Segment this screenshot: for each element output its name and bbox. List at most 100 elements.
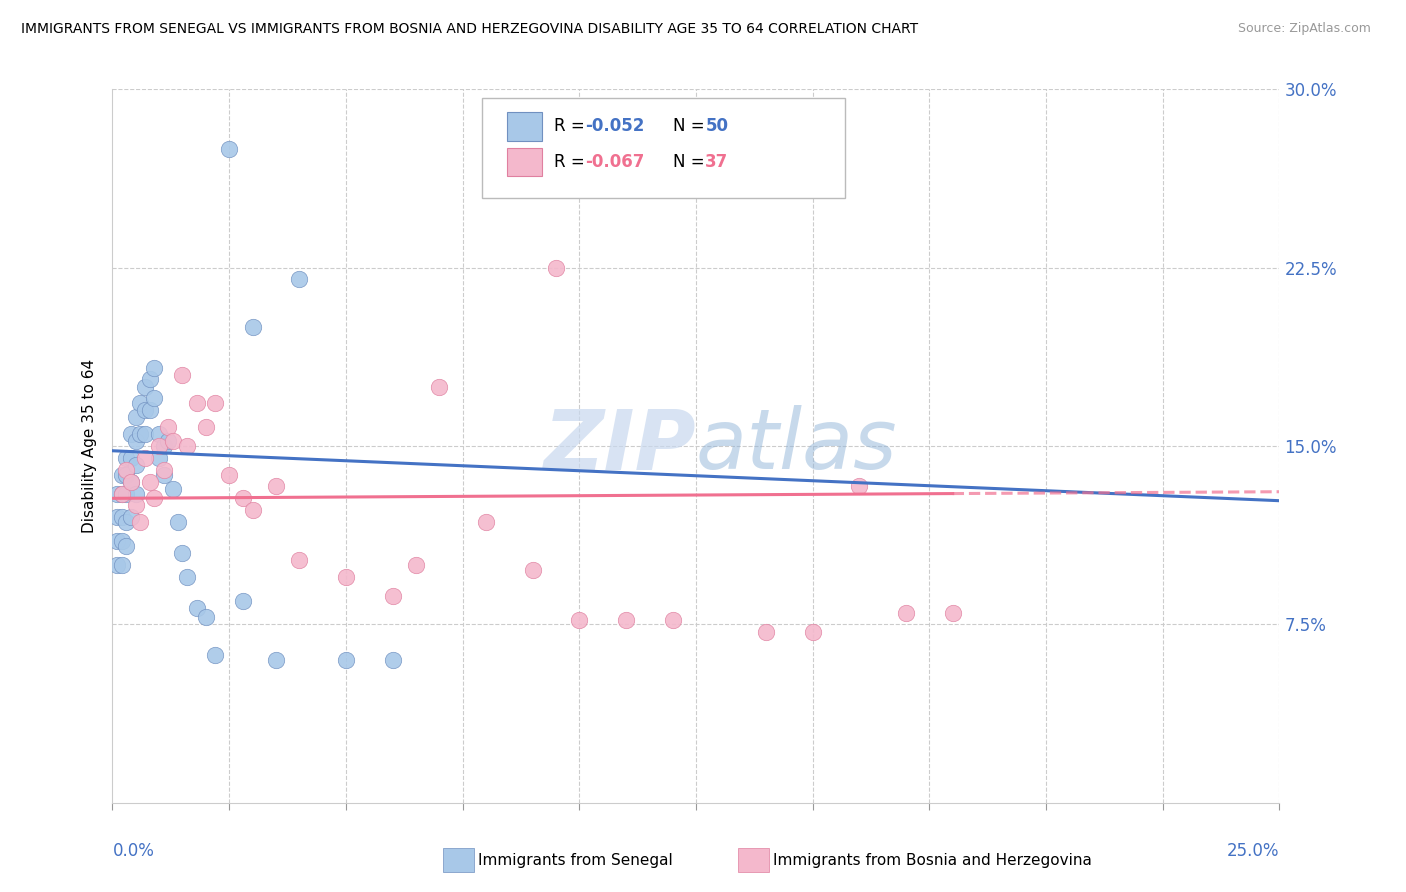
Text: 50: 50 — [706, 118, 728, 136]
Text: Source: ZipAtlas.com: Source: ZipAtlas.com — [1237, 22, 1371, 36]
Text: 0.0%: 0.0% — [112, 842, 155, 860]
FancyBboxPatch shape — [508, 112, 541, 141]
Point — [264, 653, 287, 667]
Point — [115, 467, 138, 482]
Point — [115, 486, 138, 500]
Point — [120, 510, 142, 524]
Point — [139, 475, 162, 489]
Text: N =: N = — [672, 118, 710, 136]
Point — [157, 434, 180, 449]
Point — [568, 613, 591, 627]
Point — [105, 510, 128, 524]
Point — [125, 458, 148, 472]
Text: R =: R = — [554, 153, 589, 171]
Point — [134, 379, 156, 393]
Point — [755, 624, 778, 639]
Point — [157, 420, 180, 434]
FancyBboxPatch shape — [508, 148, 541, 177]
Point — [335, 653, 357, 667]
Point — [381, 653, 404, 667]
Text: Immigrants from Senegal: Immigrants from Senegal — [478, 854, 673, 868]
Point — [894, 606, 917, 620]
Point — [162, 482, 184, 496]
Point — [848, 479, 870, 493]
Point — [162, 434, 184, 449]
Point — [153, 463, 176, 477]
Point — [120, 475, 142, 489]
Point — [125, 434, 148, 449]
Point — [139, 372, 162, 386]
Point — [172, 546, 194, 560]
Point — [111, 558, 134, 572]
Point — [120, 427, 142, 442]
Point — [801, 624, 824, 639]
Point — [942, 606, 965, 620]
Point — [134, 450, 156, 465]
Point — [148, 450, 170, 465]
Point — [405, 558, 427, 572]
Point — [194, 610, 217, 624]
Point — [204, 396, 226, 410]
Point — [115, 450, 138, 465]
Point — [148, 427, 170, 442]
Point — [427, 379, 450, 393]
FancyBboxPatch shape — [482, 98, 845, 198]
Point — [111, 534, 134, 549]
Point — [218, 142, 240, 156]
Point — [335, 570, 357, 584]
Point — [153, 467, 176, 482]
Point — [139, 403, 162, 417]
Text: -0.052: -0.052 — [585, 118, 644, 136]
Text: atlas: atlas — [696, 406, 897, 486]
Point — [120, 450, 142, 465]
Point — [134, 427, 156, 442]
Point — [111, 467, 134, 482]
Point — [186, 396, 208, 410]
Point — [111, 510, 134, 524]
Point — [115, 539, 138, 553]
Point — [120, 475, 142, 489]
Point — [105, 558, 128, 572]
Point — [204, 648, 226, 663]
Point — [522, 563, 544, 577]
Point — [288, 553, 311, 567]
Point — [111, 486, 134, 500]
Point — [544, 260, 567, 275]
Text: 37: 37 — [706, 153, 728, 171]
Point — [148, 439, 170, 453]
Point — [143, 392, 166, 406]
Point — [172, 368, 194, 382]
Point — [232, 491, 254, 506]
Text: Immigrants from Bosnia and Herzegovina: Immigrants from Bosnia and Herzegovina — [773, 854, 1092, 868]
Point — [105, 486, 128, 500]
Point — [232, 593, 254, 607]
Point — [129, 396, 152, 410]
Point — [614, 613, 637, 627]
Point — [153, 439, 176, 453]
Text: R =: R = — [554, 118, 589, 136]
Point — [166, 515, 188, 529]
Point — [475, 515, 498, 529]
Text: N =: N = — [672, 153, 710, 171]
Point — [115, 463, 138, 477]
Point — [111, 486, 134, 500]
Point — [125, 486, 148, 500]
Point — [129, 427, 152, 442]
Text: IMMIGRANTS FROM SENEGAL VS IMMIGRANTS FROM BOSNIA AND HERZEGOVINA DISABILITY AGE: IMMIGRANTS FROM SENEGAL VS IMMIGRANTS FR… — [21, 22, 918, 37]
Point — [129, 515, 152, 529]
Text: 25.0%: 25.0% — [1227, 842, 1279, 860]
Point — [186, 600, 208, 615]
Point — [143, 491, 166, 506]
Point — [288, 272, 311, 286]
Point — [242, 320, 264, 334]
Point — [134, 403, 156, 417]
Point — [381, 589, 404, 603]
Text: ZIP: ZIP — [543, 406, 696, 486]
Point — [194, 420, 217, 434]
Point — [105, 534, 128, 549]
Point — [176, 570, 198, 584]
Point — [218, 467, 240, 482]
Point — [143, 360, 166, 375]
Point — [264, 479, 287, 493]
Point — [661, 613, 683, 627]
